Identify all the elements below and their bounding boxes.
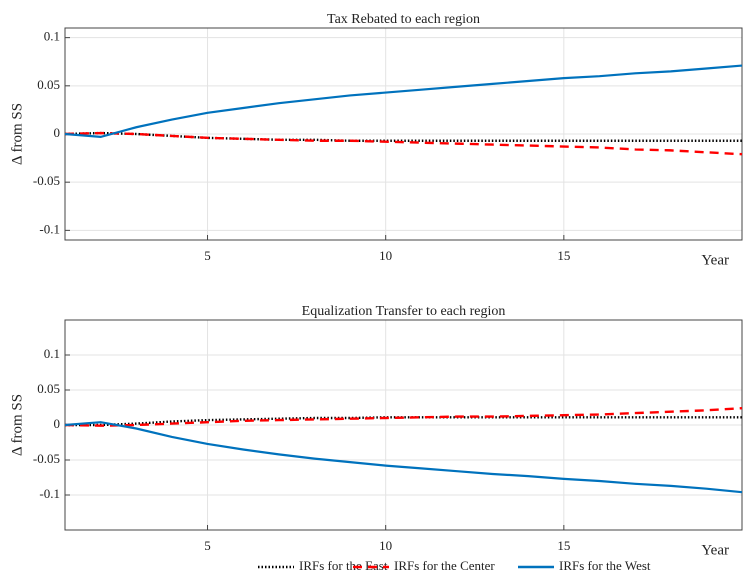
y-tick-label: 0.1 bbox=[44, 29, 60, 44]
y-tick-label: 0 bbox=[54, 125, 61, 140]
y-tick-label: -0.1 bbox=[39, 486, 60, 501]
x-axis-label: Year bbox=[701, 542, 729, 558]
legend-label: IRFs for the Center bbox=[394, 558, 495, 573]
y-tick-label: -0.05 bbox=[33, 451, 60, 466]
y-tick-label: 0.05 bbox=[37, 381, 60, 396]
y-axis-label: Δ from SS bbox=[9, 103, 25, 165]
x-tick-label: 15 bbox=[557, 538, 570, 553]
legend-label: IRFs for the East bbox=[299, 558, 388, 573]
y-tick-label: 0 bbox=[54, 416, 61, 431]
x-axis-label: Year bbox=[701, 252, 729, 268]
y-tick-label: -0.1 bbox=[39, 221, 60, 236]
series-line bbox=[64, 131, 743, 156]
y-axis-label: Δ from SS bbox=[9, 394, 25, 456]
chart-title: Equalization Transfer to each region bbox=[302, 304, 506, 319]
x-tick-label: 15 bbox=[557, 248, 570, 263]
y-tick-label: 0.1 bbox=[44, 346, 60, 361]
y-tick-label: 0.05 bbox=[37, 77, 60, 92]
series-line bbox=[64, 407, 743, 427]
chart-title: Tax Rebated to each region bbox=[327, 12, 480, 27]
series-line bbox=[64, 64, 743, 139]
x-tick-label: 5 bbox=[204, 248, 211, 263]
y-tick-label: -0.05 bbox=[33, 173, 60, 188]
series-line bbox=[65, 416, 742, 427]
x-tick-label: 10 bbox=[379, 538, 392, 553]
x-tick-label: 5 bbox=[204, 538, 211, 553]
series-line bbox=[64, 421, 743, 494]
legend-label: IRFs for the West bbox=[559, 558, 651, 573]
x-tick-label: 10 bbox=[379, 248, 392, 263]
